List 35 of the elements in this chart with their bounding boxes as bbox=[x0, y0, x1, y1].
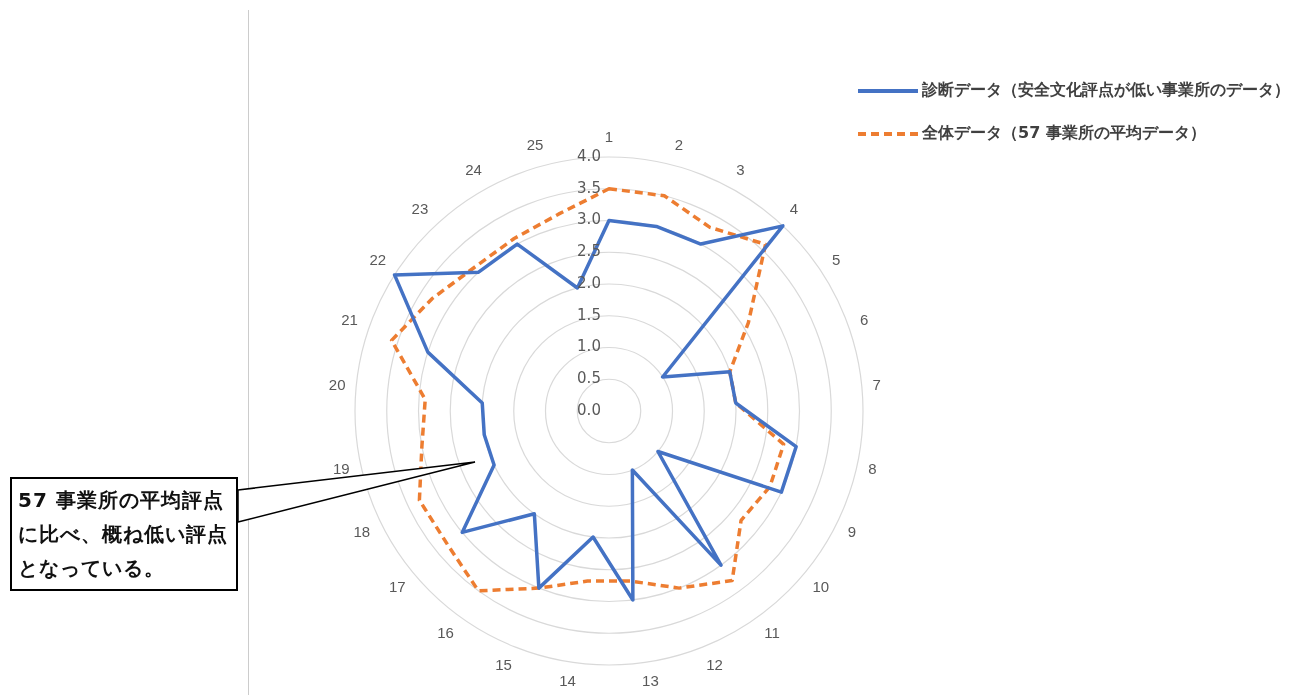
spoke-label: 15 bbox=[495, 655, 512, 673]
spoke-label: 3 bbox=[736, 160, 745, 178]
spoke-label: 25 bbox=[526, 136, 544, 154]
spoke-label: 23 bbox=[411, 199, 429, 217]
spoke-label: 1 bbox=[604, 128, 614, 146]
spoke-label: 12 bbox=[706, 655, 723, 673]
legend-label: 診断データ（安全文化評点が低い事業所のデータ） bbox=[922, 80, 1290, 101]
spoke-label: 10 bbox=[812, 578, 830, 596]
y-tick-label: 0.5 bbox=[577, 369, 601, 388]
spoke-label: 7 bbox=[872, 375, 881, 393]
y-tick-label: 3.5 bbox=[577, 178, 601, 197]
spoke-label: 22 bbox=[369, 250, 387, 268]
spoke-label: 17 bbox=[388, 578, 406, 596]
spoke-label: 14 bbox=[559, 672, 576, 690]
spoke-label: 16 bbox=[437, 623, 454, 641]
spoke-label: 8 bbox=[868, 459, 877, 477]
spoke-label: 21 bbox=[341, 310, 358, 328]
y-tick-label: 4.0 bbox=[577, 146, 601, 165]
y-tick-label: 3.0 bbox=[577, 210, 601, 229]
y-tick-label: 1.5 bbox=[577, 305, 601, 324]
spoke-label: 6 bbox=[860, 310, 869, 328]
spoke-label: 20 bbox=[328, 375, 346, 393]
y-tick-label: 0.0 bbox=[577, 400, 601, 419]
spoke-label: 2 bbox=[674, 136, 683, 154]
legend-label: 全体データ（57 事業所の平均データ） bbox=[922, 123, 1206, 144]
text: 57 事業所の平均評点に比べ、概ね低い評点となっている。 bbox=[18, 487, 229, 582]
spoke-label: 5 bbox=[831, 250, 841, 268]
spoke-label: 11 bbox=[764, 623, 780, 641]
spoke-label: 18 bbox=[353, 522, 371, 540]
spoke-label: 24 bbox=[465, 160, 482, 178]
spoke-label: 13 bbox=[642, 672, 659, 690]
y-tick-label: 1.0 bbox=[577, 337, 601, 356]
spoke-label: 19 bbox=[332, 459, 350, 477]
spoke-label: 9 bbox=[847, 522, 857, 540]
spoke-label: 4 bbox=[789, 199, 799, 217]
